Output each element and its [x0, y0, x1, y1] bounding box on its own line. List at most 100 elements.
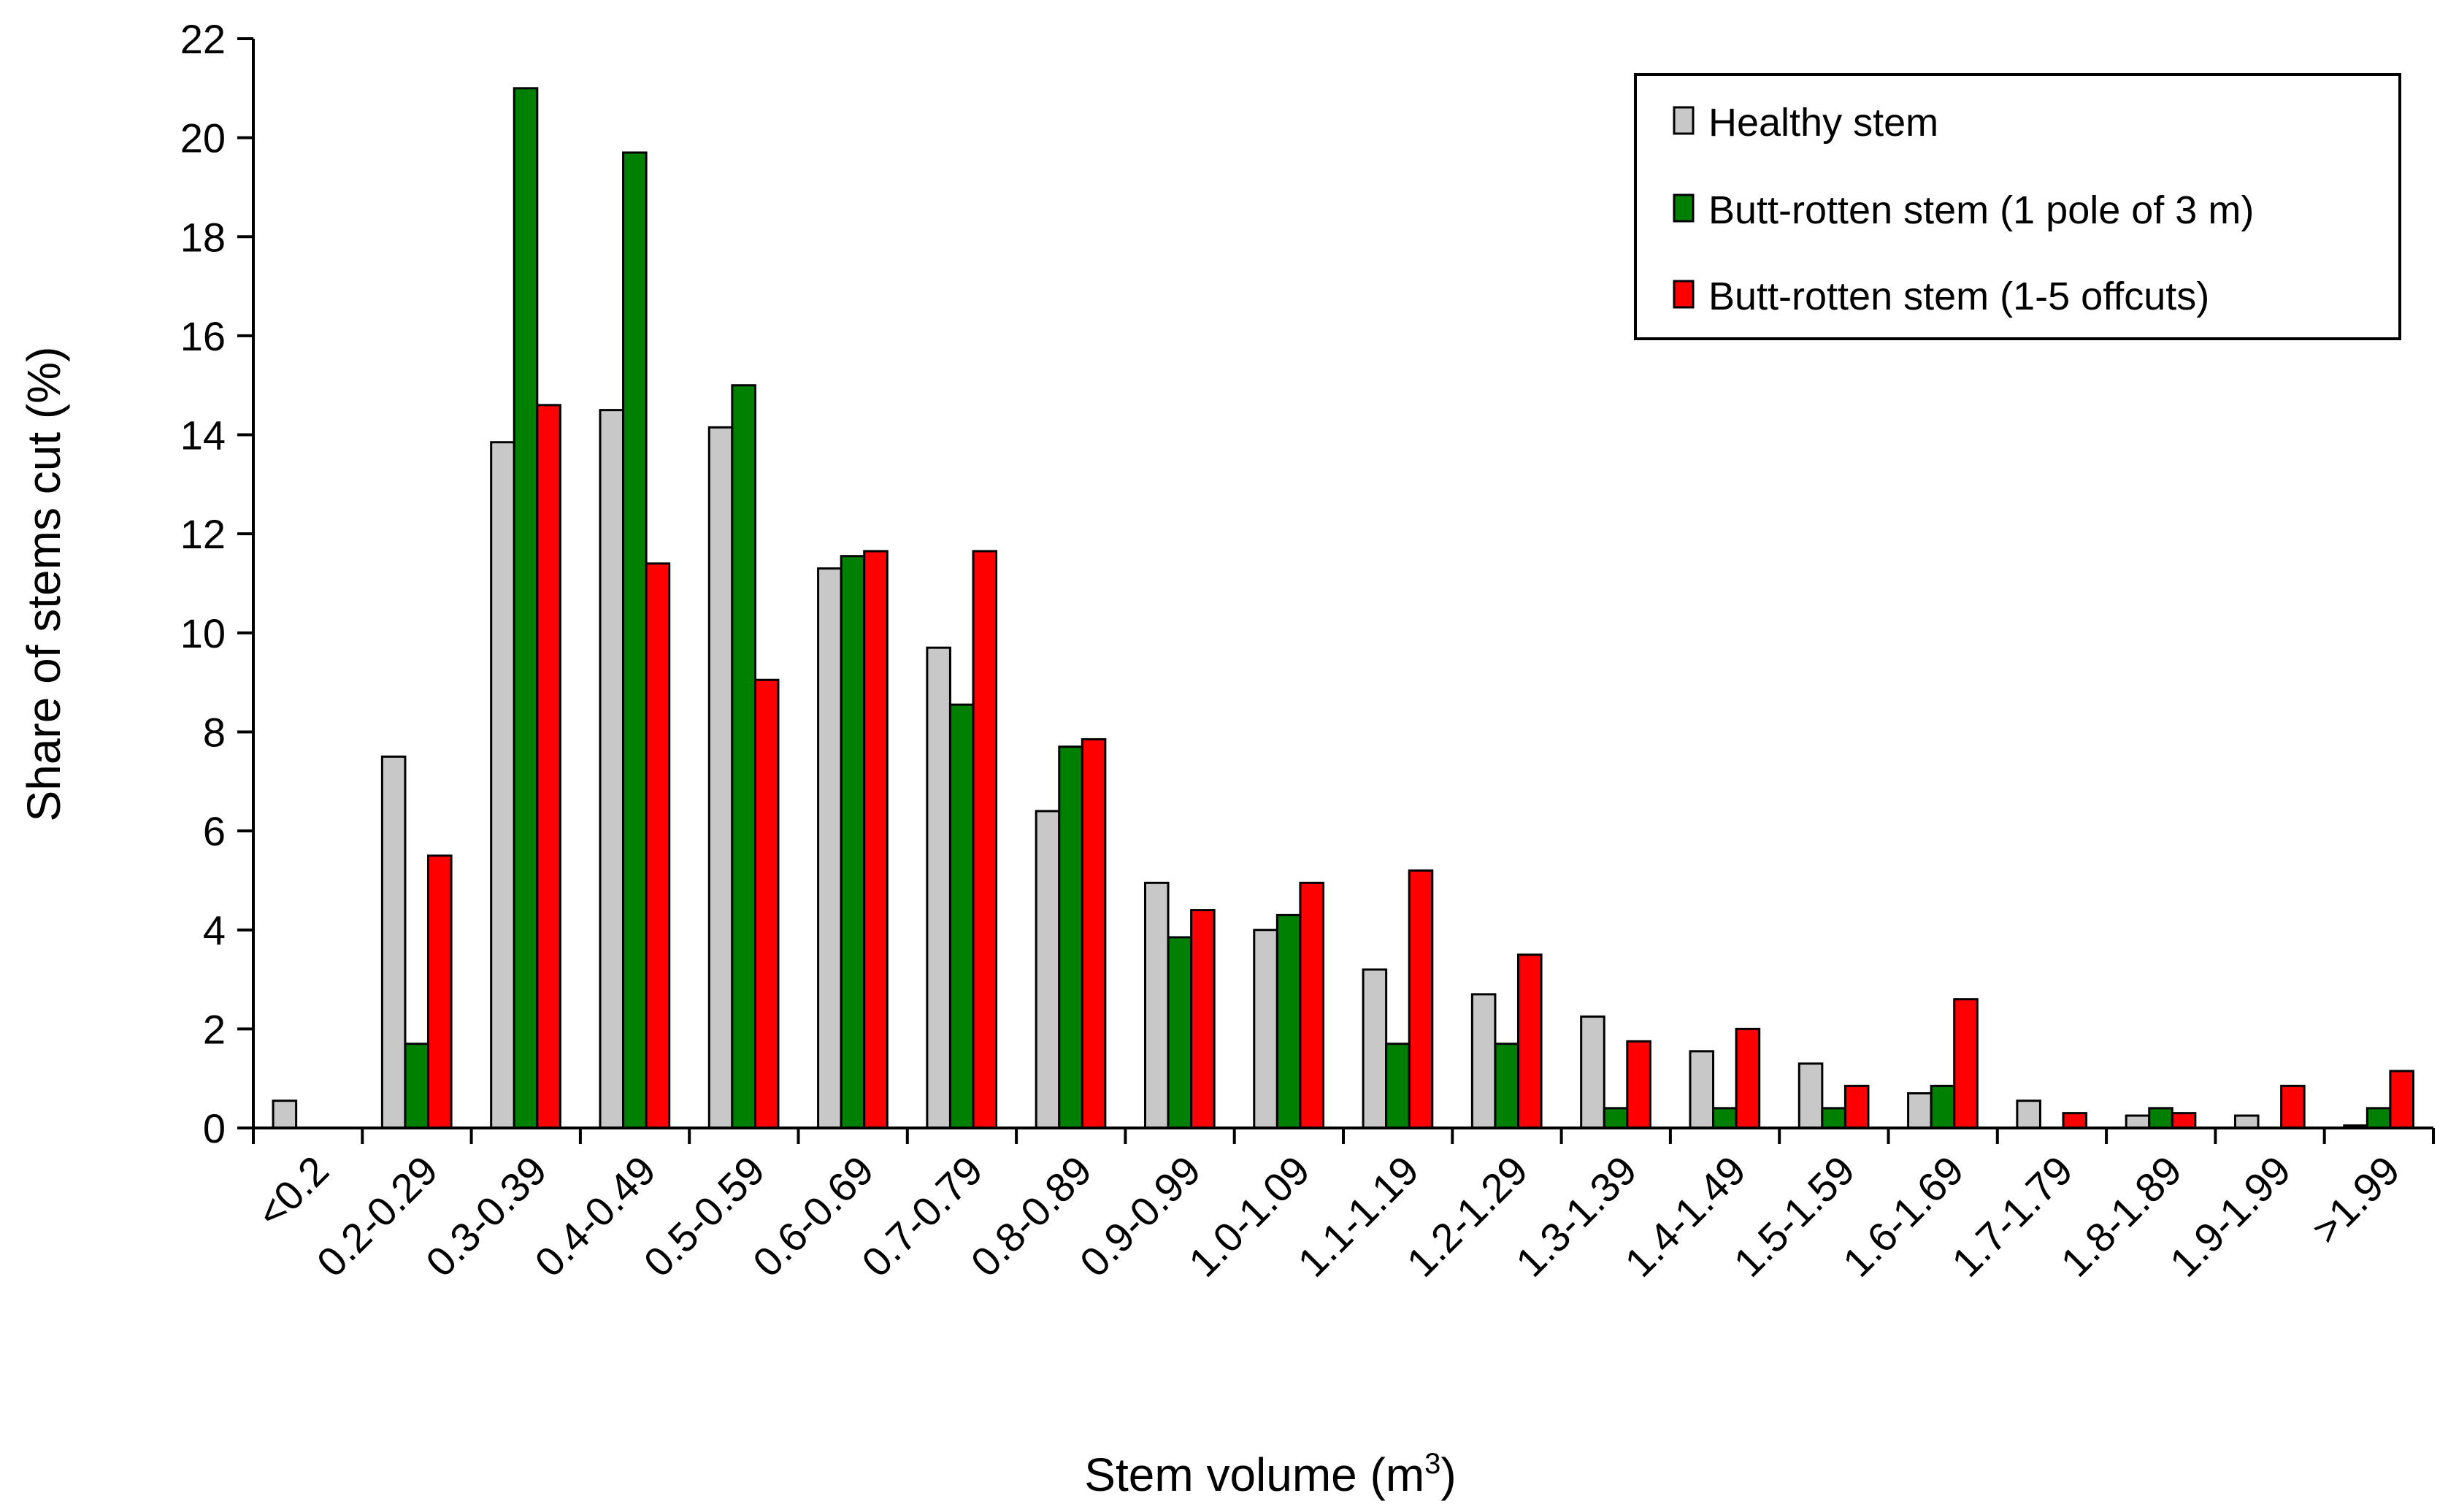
x-tick-label-3: 0.4-0.49 [526, 1147, 664, 1286]
x-tick-label-10: 1.1-1.19 [1289, 1147, 1427, 1286]
bar-series-2-cat-14 [1843, 1084, 1870, 1129]
y-tick-label-2: 4 [203, 907, 226, 953]
x-tick-label-16: 1.7-1.79 [1943, 1147, 2081, 1286]
bar-series-1-cat-9 [1275, 913, 1302, 1129]
bar-series-0-cat-2 [490, 441, 515, 1129]
bars-layer [272, 87, 2414, 1129]
bar-series-2-cat-7 [1081, 738, 1107, 1129]
bar-series-2-cat-1 [427, 854, 453, 1129]
bar-series-0-cat-15 [1907, 1092, 1933, 1129]
x-tick-label-2: 0.3-0.39 [417, 1147, 556, 1286]
legend-swatch-healthy [1673, 106, 1695, 135]
bar-series-1-cat-15 [1930, 1084, 1956, 1129]
bar-series-2-cat-11 [1517, 953, 1543, 1129]
x-tick-label-15: 1.6-1.69 [1834, 1147, 1973, 1286]
legend-label-offcuts: Butt-rotten stem (1-5 offcuts) [1708, 275, 2209, 318]
bar-series-1-cat-1 [404, 1043, 430, 1129]
y-tick-label-8: 16 [180, 313, 226, 359]
bar-series-0-cat-18 [2233, 1114, 2260, 1129]
bar-series-0-cat-8 [1143, 881, 1170, 1129]
bar-series-1-cat-3 [622, 151, 648, 1129]
y-tick-label-4: 8 [203, 709, 226, 755]
x-tick-label-13: 1.4-1.49 [1616, 1147, 1754, 1286]
bar-series-2-cat-6 [972, 550, 998, 1129]
bar-series-2-cat-15 [1953, 998, 1979, 1129]
x-tick-label-1: 0.2-0.29 [308, 1147, 447, 1286]
bar-series-0-cat-12 [1580, 1015, 1605, 1129]
x-tick-label-5: 0.6-0.69 [744, 1147, 883, 1286]
legend-box [1634, 73, 2401, 340]
bar-series-2-cat-13 [1735, 1027, 1761, 1129]
bar-series-0-cat-16 [2016, 1100, 2041, 1129]
x-tick-label-14: 1.5-1.59 [1724, 1147, 1863, 1286]
x-tick-label-9: 1.0-1.09 [1180, 1147, 1319, 1286]
x-tick-label-7: 0.8-0.89 [962, 1147, 1100, 1286]
y-tick-label-5: 10 [180, 610, 226, 656]
bar-series-1-cat-4 [731, 384, 756, 1129]
y-tick-label-3: 6 [203, 808, 226, 854]
bar-series-2-cat-2 [536, 404, 561, 1129]
x-tick-label-18: 1.9-1.99 [2161, 1147, 2300, 1286]
bar-series-0-cat-1 [380, 755, 407, 1129]
bar-series-0-cat-7 [1035, 810, 1061, 1129]
bar-series-1-cat-6 [948, 703, 975, 1129]
x-tick-label-4: 0.5-0.59 [634, 1147, 773, 1286]
bar-series-1-cat-2 [513, 87, 539, 1129]
bar-series-1-cat-12 [1603, 1107, 1629, 1129]
bar-series-0-cat-9 [1253, 929, 1278, 1129]
y-tick-label-0: 0 [203, 1105, 226, 1151]
x-axis-title-main: Stem volume (m [1084, 1448, 1424, 1501]
x-ticks: <0.20.2-0.290.3-0.390.4-0.490.5-0.590.6-… [248, 1128, 2435, 1286]
bar-series-2-cat-8 [1190, 909, 1216, 1129]
bar-series-2-cat-19 [2389, 1070, 2414, 1129]
bar-series-1-cat-17 [2148, 1107, 2173, 1129]
bar-series-0-cat-4 [707, 426, 734, 1129]
x-tick-label-17: 1.8-1.89 [2052, 1147, 2190, 1286]
x-tick-label-12: 1.3-1.39 [1507, 1147, 1646, 1286]
bar-series-2-cat-10 [1408, 869, 1434, 1129]
bar-series-0-cat-6 [926, 646, 951, 1129]
bar-series-0-cat-14 [1797, 1062, 1824, 1129]
x-tick-label-8: 0.9-0.99 [1071, 1147, 1210, 1286]
bar-series-2-cat-5 [863, 550, 889, 1129]
bar-series-2-cat-9 [1299, 881, 1324, 1129]
bar-series-2-cat-3 [645, 562, 671, 1129]
x-tick-label-19: >1.99 [2303, 1147, 2409, 1253]
bar-series-2-cat-12 [1626, 1040, 1651, 1129]
bar-series-0-cat-17 [2125, 1114, 2151, 1129]
bar-series-0-cat-3 [599, 409, 625, 1129]
y-tick-label-11: 22 [180, 16, 226, 62]
bar-series-1-cat-7 [1058, 745, 1083, 1129]
legend-label-healthy: Healthy stem [1708, 101, 1938, 145]
bar-series-0-cat-13 [1689, 1050, 1715, 1129]
bar-series-2-cat-4 [753, 678, 780, 1129]
y-axis-title: Share of stems cut (%) [18, 347, 70, 822]
bar-series-0-cat-0 [272, 1100, 298, 1129]
bar-series-0-cat-10 [1362, 968, 1388, 1129]
bar-series-2-cat-18 [2280, 1084, 2306, 1129]
x-tick-label-0: <0.2 [248, 1147, 337, 1237]
bar-series-1-cat-8 [1167, 936, 1193, 1129]
bar-series-1-cat-10 [1385, 1043, 1411, 1129]
bar-series-1-cat-19 [2365, 1107, 2392, 1129]
bar-series-0-cat-5 [817, 567, 843, 1129]
bar-series-1-cat-13 [1712, 1107, 1738, 1129]
y-tick-label-10: 20 [180, 115, 226, 161]
x-axis-title: Stem volume (m3) [1084, 1448, 1456, 1501]
bar-series-1-cat-11 [1494, 1043, 1520, 1129]
bar-series-1-cat-14 [1821, 1107, 1846, 1129]
bar-series-0-cat-11 [1470, 993, 1497, 1129]
y-tick-label-7: 14 [180, 412, 226, 458]
bar-series-2-cat-16 [2062, 1112, 2088, 1129]
y-ticks: 0 2 4 6 8 10 12 14 16 18 20 22 [180, 16, 253, 1151]
legend-swatch-offcuts [1673, 280, 1695, 309]
x-axis-title-superscript: 3 [1424, 1448, 1440, 1480]
bar-series-2-cat-17 [2171, 1112, 2197, 1129]
bar-series-1-cat-5 [840, 555, 866, 1129]
x-axis-title-suffix: ) [1440, 1448, 1456, 1501]
y-tick-label-6: 12 [180, 511, 226, 557]
y-tick-label-1: 2 [203, 1006, 226, 1052]
legend-label-pole: Butt-rotten stem (1 pole of 3 m) [1708, 188, 2254, 232]
